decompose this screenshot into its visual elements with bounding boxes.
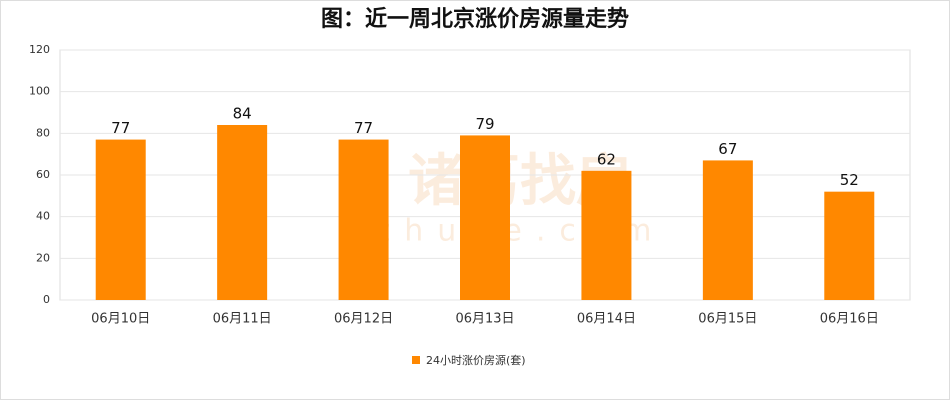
bar: [460, 135, 510, 300]
y-tick-label: 60: [36, 168, 50, 181]
data-label: 79: [475, 115, 494, 133]
x-tick-label: 06月10日: [91, 312, 150, 327]
legend-label: 24小时涨价房源(套): [426, 353, 526, 367]
x-tick-label: 06月14日: [577, 312, 636, 327]
bar: [581, 170, 632, 300]
data-label: 52: [840, 171, 859, 189]
x-tick-label: 06月13日: [455, 312, 514, 327]
data-label: 77: [111, 119, 130, 137]
bar: [217, 125, 268, 300]
chart-title: 图：近一周北京涨价房源量走势: [321, 6, 629, 32]
x-tick-label: 06月16日: [820, 312, 879, 327]
bar: [95, 139, 146, 300]
bar: [824, 191, 875, 300]
legend-swatch: [412, 356, 420, 364]
y-tick-label: 40: [36, 210, 50, 223]
y-tick-label: 80: [36, 126, 50, 139]
bar: [338, 139, 389, 300]
x-tick-label: 06月11日: [213, 312, 272, 327]
x-tick-label: 06月15日: [698, 312, 757, 327]
data-label: 77: [354, 119, 373, 137]
data-label: 62: [597, 150, 616, 168]
y-tick-label: 100: [29, 85, 50, 98]
bar: [702, 160, 753, 300]
data-label: 67: [718, 140, 737, 158]
y-tick-label: 20: [36, 251, 50, 264]
data-label: 84: [233, 105, 252, 123]
y-tick-label: 0: [43, 293, 50, 306]
x-tick-label: 06月12日: [334, 312, 393, 327]
y-tick-label: 120: [29, 43, 50, 56]
